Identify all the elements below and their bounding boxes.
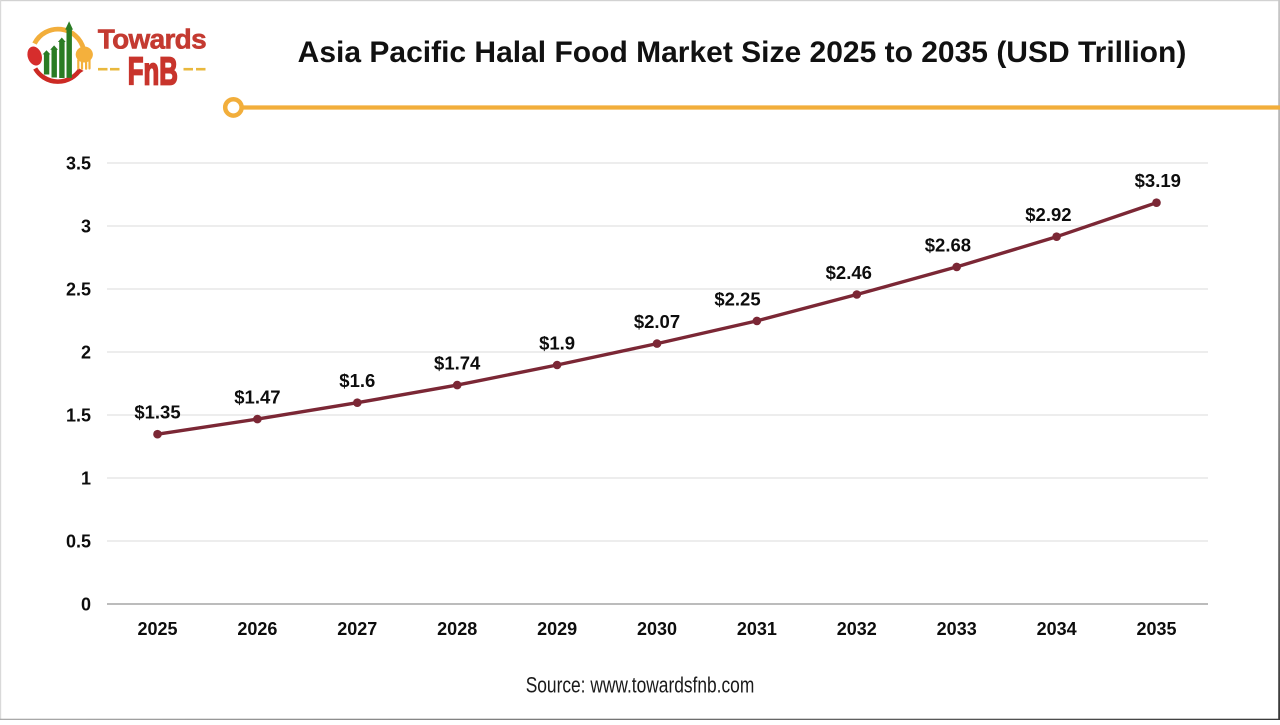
svg-text:2035: 2035 [1136,619,1176,639]
svg-text:2028: 2028 [437,619,477,639]
svg-text:2034: 2034 [1037,619,1077,639]
svg-text:$2.68: $2.68 [925,234,971,255]
svg-text:3: 3 [81,216,91,236]
svg-text:Asia Pacific Halal Food Market: Asia Pacific Halal Food Market Size 2025… [298,36,1187,69]
svg-text:2: 2 [81,342,91,362]
svg-text:2030: 2030 [637,619,677,639]
svg-text:Towards: Towards [98,23,206,54]
svg-text:$2.25: $2.25 [714,288,760,309]
svg-text:0.5: 0.5 [66,531,91,551]
svg-text:2026: 2026 [237,619,277,639]
svg-text:$1.6: $1.6 [339,370,375,391]
svg-text:2031: 2031 [737,619,777,639]
svg-text:2032: 2032 [837,619,877,639]
svg-text:2.5: 2.5 [66,279,91,299]
svg-text:FnB: FnB [128,50,178,93]
svg-text:2033: 2033 [937,619,977,639]
svg-text:$1.35: $1.35 [134,402,180,423]
svg-text:1: 1 [81,468,91,488]
svg-text:1.5: 1.5 [66,405,91,425]
svg-text:2025: 2025 [137,619,177,639]
svg-text:$1.47: $1.47 [234,387,280,408]
svg-text:$2.46: $2.46 [826,262,872,283]
svg-text:2029: 2029 [537,619,577,639]
svg-text:3.5: 3.5 [66,153,91,173]
svg-text:$3.19: $3.19 [1135,170,1181,191]
svg-text:2027: 2027 [337,619,377,639]
svg-text:$1.74: $1.74 [434,353,481,374]
svg-text:$2.07: $2.07 [634,311,680,332]
svg-text:$2.92: $2.92 [1025,204,1071,225]
svg-text:Source: www.towardsfnb.com: Source: www.towardsfnb.com [526,672,755,697]
svg-text:0: 0 [81,594,91,614]
svg-text:$1.9: $1.9 [539,332,575,353]
